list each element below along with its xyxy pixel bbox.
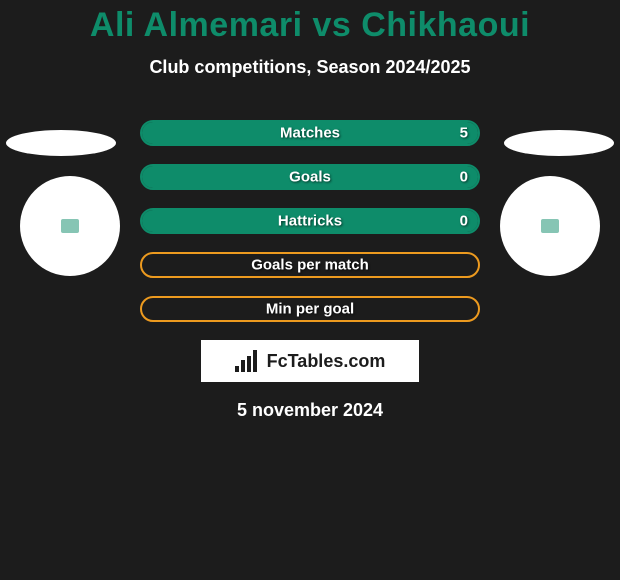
placeholder-icon bbox=[61, 219, 79, 233]
brand-icon bbox=[235, 350, 261, 372]
stat-label: Matches bbox=[280, 125, 340, 142]
stat-label: Goals bbox=[289, 169, 331, 186]
comparison-card: Ali Almemari vs Chikhaoui Club competiti… bbox=[0, 6, 620, 580]
stats-container: Matches 5 Goals 0 Hattricks 0 Goals per match M… bbox=[140, 120, 480, 322]
stat-row: Hattricks 0 bbox=[140, 208, 480, 234]
player-left-ellipse bbox=[6, 130, 116, 156]
stat-value-right: 5 bbox=[460, 125, 468, 142]
stat-value-right: 0 bbox=[460, 213, 468, 230]
placeholder-icon bbox=[541, 219, 559, 233]
date-text: 5 november 2024 bbox=[0, 400, 620, 421]
stat-label: Min per goal bbox=[266, 301, 354, 318]
stat-row: Goals 0 bbox=[140, 164, 480, 190]
stat-label: Goals per match bbox=[251, 257, 369, 274]
page-title: Ali Almemari vs Chikhaoui bbox=[0, 6, 620, 45]
stat-label: Hattricks bbox=[278, 213, 342, 230]
page-subtitle: Club competitions, Season 2024/2025 bbox=[0, 57, 620, 78]
stat-row: Matches 5 bbox=[140, 120, 480, 146]
stat-row: Goals per match bbox=[140, 252, 480, 278]
stat-row: Min per goal bbox=[140, 296, 480, 322]
stat-value-right: 0 bbox=[460, 169, 468, 186]
brand-box: FcTables.com bbox=[201, 340, 419, 382]
player-right-ellipse bbox=[504, 130, 614, 156]
brand-text: FcTables.com bbox=[267, 351, 386, 372]
player-right-avatar bbox=[500, 176, 600, 276]
player-left-avatar bbox=[20, 176, 120, 276]
